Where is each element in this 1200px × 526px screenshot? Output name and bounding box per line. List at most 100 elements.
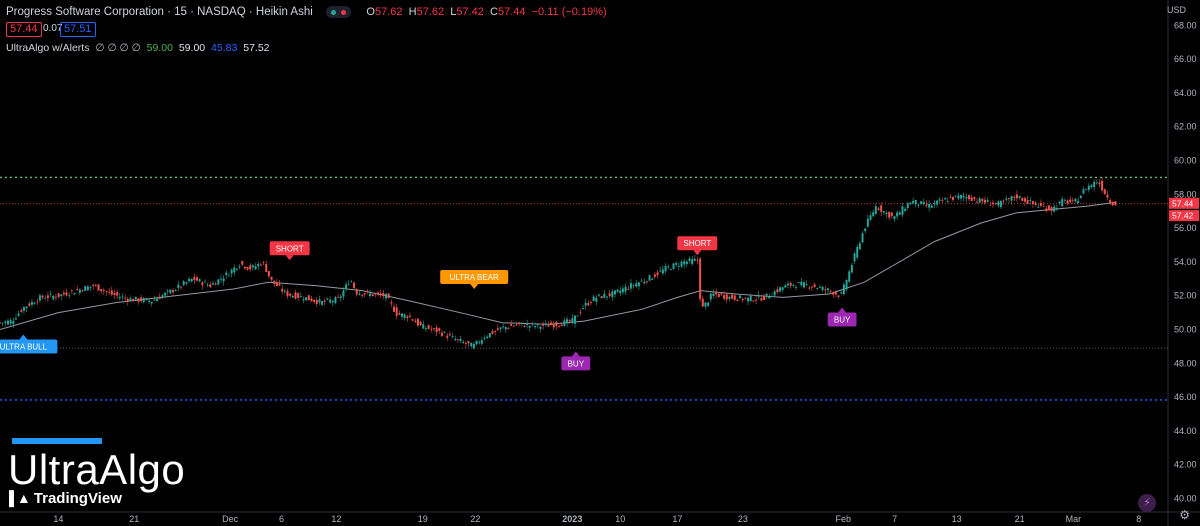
signal-badge xyxy=(561,356,591,371)
candle-body xyxy=(403,314,406,318)
candle-body xyxy=(749,296,752,302)
candle-body xyxy=(707,302,710,306)
candle-body xyxy=(227,275,230,277)
candle-body xyxy=(1058,201,1061,204)
candle-body xyxy=(723,295,726,299)
candle-body xyxy=(510,324,513,327)
current-price-badge xyxy=(1169,197,1199,209)
indicator-value-4: 57.52 xyxy=(243,42,270,54)
candle-body xyxy=(22,306,25,311)
candle-body xyxy=(1023,198,1026,202)
candle-body xyxy=(976,201,979,203)
candle-body xyxy=(297,293,300,298)
candle-body xyxy=(1031,201,1034,205)
candle-body xyxy=(49,293,52,295)
candle-body xyxy=(65,292,68,296)
buy-price-button[interactable]: 57.51 xyxy=(60,22,96,37)
candle-body xyxy=(669,269,672,271)
candle-body xyxy=(1098,182,1101,185)
settings-gear-icon[interactable]: ⚙ xyxy=(1179,508,1190,522)
candle-body xyxy=(17,313,20,316)
candle-body xyxy=(693,258,696,261)
candle-body xyxy=(358,293,361,295)
candle-body xyxy=(605,296,608,298)
candle-body xyxy=(1114,201,1117,206)
signal-short: SHORT xyxy=(269,241,310,261)
candle-body xyxy=(254,266,257,270)
tradingview-logo[interactable]: ▌▲ TradingView xyxy=(9,490,122,507)
candle-body xyxy=(1045,208,1048,212)
candle-body xyxy=(275,282,278,287)
candle-body xyxy=(416,318,419,326)
candle-body xyxy=(717,293,720,298)
signal-label: ULTRA BULL xyxy=(0,343,48,352)
lightning-icon[interactable]: ⚡ xyxy=(1138,494,1156,512)
x-tick-label: 17 xyxy=(672,514,682,524)
candle-body xyxy=(621,288,624,293)
candle-body xyxy=(925,204,928,206)
candle-body xyxy=(824,289,827,291)
candle-body xyxy=(550,322,553,326)
y-tick-label: 66.00 xyxy=(1174,54,1197,64)
candle-body xyxy=(901,206,904,215)
candle-body xyxy=(861,233,864,243)
candle-body xyxy=(326,298,329,300)
candle-body xyxy=(784,285,787,288)
candle-body xyxy=(637,282,640,287)
candle-body xyxy=(760,298,763,301)
signal-bull: ULTRA BULL xyxy=(0,334,58,354)
candle-body xyxy=(715,291,718,295)
candle-body xyxy=(619,290,622,294)
candle-body xyxy=(1050,207,1053,212)
candle-body xyxy=(180,286,183,288)
candle-body xyxy=(600,296,603,299)
candle-body xyxy=(4,321,7,323)
spread-value: 0.07 xyxy=(43,23,63,34)
candle-body xyxy=(957,195,960,199)
currency-label[interactable]: USD xyxy=(1166,5,1186,15)
candle-body xyxy=(158,296,161,299)
sell-price-button[interactable]: 57.44 xyxy=(6,22,42,37)
candle-body xyxy=(739,295,742,299)
candle-body xyxy=(802,282,805,288)
candle-body xyxy=(786,283,789,286)
candle-body xyxy=(116,292,119,296)
candle-body xyxy=(675,263,678,265)
signal-label: BUY xyxy=(834,315,851,324)
candle-body xyxy=(808,287,811,289)
candle-body xyxy=(1007,198,1010,199)
candle-body xyxy=(930,205,933,208)
candle-body xyxy=(552,324,555,328)
candle-body xyxy=(1077,200,1080,204)
status-dots[interactable] xyxy=(326,6,352,19)
candle-body xyxy=(1002,200,1005,202)
candle-body xyxy=(818,286,821,288)
symbol-title[interactable]: Progress Software Corporation · 15 · NAS… xyxy=(6,6,313,19)
candle-body xyxy=(816,288,819,289)
candle-body xyxy=(978,198,981,203)
signal-badge xyxy=(440,270,509,285)
indicator-legend[interactable]: UltraAlgo w/Alerts ∅ ∅ ∅ ∅ 59.00 59.00 4… xyxy=(6,42,273,54)
candle-body xyxy=(949,197,952,199)
candle-body xyxy=(685,261,688,265)
candle-body xyxy=(140,297,143,302)
signal-arrow xyxy=(19,334,28,340)
data-status-icon xyxy=(341,9,347,15)
signal-badge xyxy=(0,339,58,354)
candle-body xyxy=(30,301,33,305)
indicator-value-1: 59.00 xyxy=(146,42,173,54)
candle-body xyxy=(430,328,433,330)
signal-buy: BUY xyxy=(561,351,591,371)
candle-body xyxy=(946,201,949,202)
signal-bear: ULTRA BEAR xyxy=(440,270,509,290)
candle-body xyxy=(701,298,704,307)
candle-body xyxy=(371,294,374,296)
candle-body xyxy=(92,285,95,286)
candle-body xyxy=(177,284,180,288)
candle-body xyxy=(499,327,502,329)
candle-body xyxy=(1079,195,1082,199)
candle-body xyxy=(603,293,606,298)
candle-body xyxy=(677,265,680,267)
